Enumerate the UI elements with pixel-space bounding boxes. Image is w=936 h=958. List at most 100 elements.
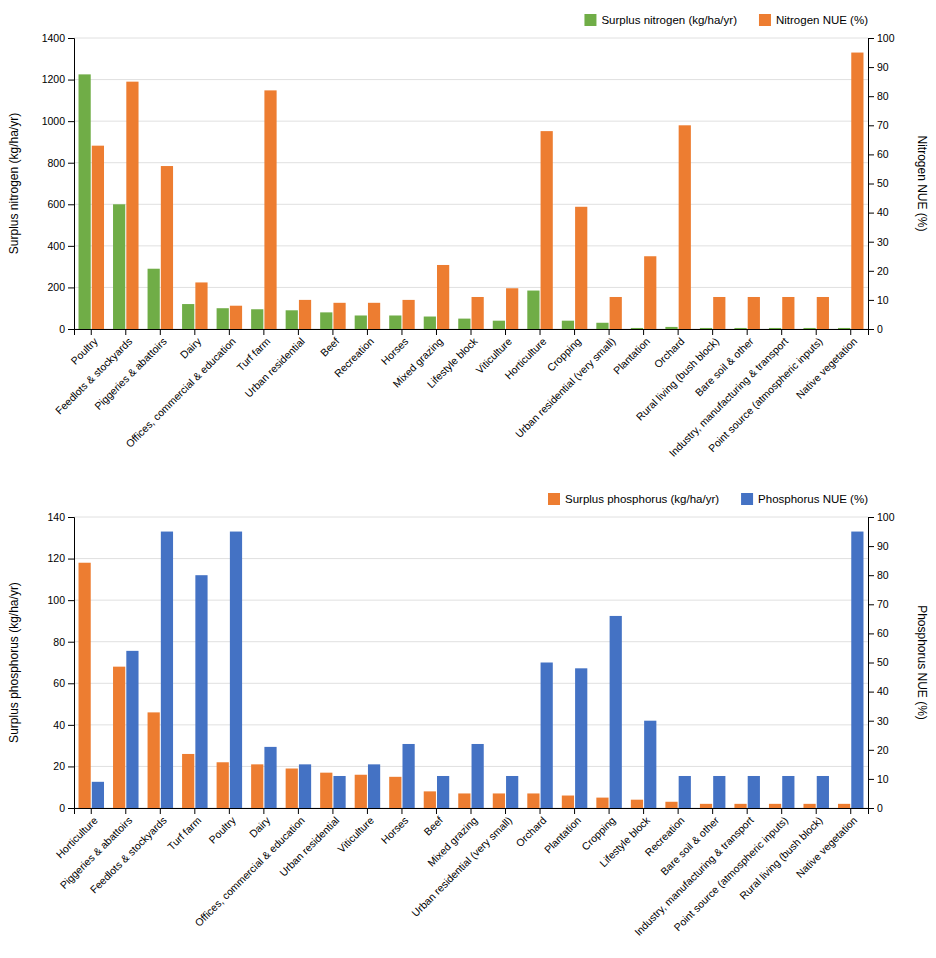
bar — [769, 328, 781, 329]
y2-tick-mark — [868, 604, 874, 605]
x-tick-label: Dairy — [247, 813, 273, 839]
x-tick: Poultry — [206, 808, 238, 846]
x-tick-label: Plantation — [611, 335, 653, 377]
x-tick: Turf farm — [165, 808, 204, 852]
x-tick-mark — [401, 329, 402, 335]
legend-label: Surplus phosphorus (kg/ha/yr) — [565, 493, 719, 505]
bar — [472, 297, 484, 329]
y-tick-mark — [68, 683, 74, 684]
x-tick-mark — [125, 329, 126, 335]
y2-tick-label: 100 — [877, 511, 895, 523]
bar — [610, 616, 622, 808]
bar — [251, 764, 263, 808]
grid-line — [74, 38, 868, 39]
bar — [389, 315, 401, 329]
y2-tick-mark — [868, 750, 874, 751]
y-tick: 80 — [53, 636, 74, 648]
y-tick-mark — [68, 163, 74, 164]
x-tick-mark — [643, 808, 644, 814]
x-tick-mark — [540, 808, 541, 814]
y2-tick: 80 — [868, 90, 889, 102]
bar — [113, 204, 125, 329]
panel: PoultryFeedlots & stockyardsPiggeries & … — [7, 14, 929, 459]
bar — [161, 532, 173, 808]
y-tick: 40 — [53, 719, 74, 731]
bar — [195, 282, 207, 329]
bar — [769, 804, 781, 808]
y2-tick-mark — [868, 779, 874, 780]
x-tick-label: Viticulture — [335, 814, 376, 855]
bar — [527, 291, 539, 329]
bar — [402, 300, 414, 329]
y-axis-title: Surplus phosphorus (kg/ha/yr) — [7, 582, 21, 743]
x-tick-mark — [712, 329, 713, 335]
x-tick-label: Piggeries & abattoirs — [92, 335, 169, 412]
bar — [734, 804, 746, 808]
y2-tick-mark — [868, 663, 874, 664]
y-tick-mark — [68, 559, 74, 560]
y2-axis: 0102030405060708090100 — [868, 511, 895, 814]
x-tick-mark — [643, 329, 644, 335]
y-tick-mark — [68, 204, 74, 205]
x-tick-mark — [850, 329, 851, 335]
y2-tick-label: 70 — [877, 119, 889, 131]
bar — [148, 712, 160, 808]
legend-item: Nitrogen NUE (%) — [759, 14, 868, 26]
y-tick-label: 1000 — [42, 115, 66, 127]
x-tick-label: Poultry — [206, 813, 238, 845]
y2-tick: 0 — [868, 802, 883, 814]
grid-line — [74, 245, 868, 246]
x-tick-mark — [609, 808, 610, 814]
x-tick: Bare soil & other — [658, 808, 722, 877]
bar — [424, 317, 436, 329]
x-tick-mark — [574, 808, 575, 814]
bar — [437, 776, 449, 808]
bar — [299, 764, 311, 808]
bar — [748, 776, 760, 808]
x-tick-label: Bare soil & other — [658, 814, 722, 878]
y2-tick-mark — [868, 67, 874, 68]
x-tick-mark — [401, 808, 402, 814]
y2-tick: 50 — [868, 177, 889, 189]
x-tick-mark — [678, 329, 679, 335]
grid-line — [74, 287, 868, 288]
x-axis: PoultryFeedlots & stockyardsPiggeries & … — [53, 329, 869, 459]
y2-tick: 10 — [868, 773, 889, 785]
x-tick: Recreation — [332, 329, 377, 379]
y2-tick: 80 — [868, 569, 889, 581]
bar — [631, 800, 643, 808]
bar — [333, 303, 345, 329]
legend-label: Nitrogen NUE (%) — [776, 14, 868, 26]
x-tick-label: Native vegetation — [793, 814, 859, 880]
bar — [126, 82, 138, 329]
y2-tick-label: 90 — [877, 540, 889, 552]
bar — [665, 802, 677, 808]
y2-tick-mark — [868, 154, 874, 155]
bar — [320, 773, 332, 808]
y-tick: 1200 — [42, 73, 74, 85]
x-tick-mark — [160, 329, 161, 335]
y2-tick: 100 — [868, 511, 895, 523]
y2-tick: 30 — [868, 715, 889, 727]
grid-line — [74, 204, 868, 205]
y2-tick-mark — [868, 692, 874, 693]
x-tick-mark — [91, 808, 92, 814]
bar — [803, 804, 815, 808]
y2-tick-mark — [868, 546, 874, 547]
x-tick-label: Horses — [378, 814, 410, 846]
grid-line — [74, 724, 868, 725]
y-tick: 100 — [47, 594, 74, 606]
y-tick-label: 100 — [47, 594, 65, 606]
x-tick-label: Dairy — [178, 334, 204, 360]
bar — [575, 668, 587, 808]
x-tick-label: Horses — [378, 335, 410, 367]
bar — [437, 265, 449, 329]
y2-tick: 90 — [868, 540, 889, 552]
bar — [700, 804, 712, 808]
grid-line — [74, 79, 868, 80]
bar — [851, 532, 863, 808]
x-tick: Urban residential — [242, 329, 307, 400]
bar — [368, 303, 380, 329]
bars — [79, 532, 864, 808]
x-tick-label: Beef — [318, 335, 342, 359]
